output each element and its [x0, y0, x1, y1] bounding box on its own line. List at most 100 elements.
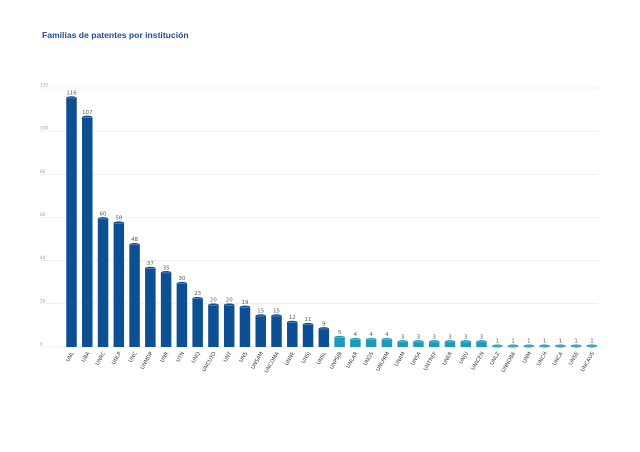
bar-cap — [82, 115, 93, 119]
bar-cap — [492, 344, 503, 348]
bar-cap — [507, 344, 519, 348]
x-tick-label: UNTREF — [423, 351, 439, 372]
data-label: 37 — [147, 261, 154, 267]
x-tick-label: UNNE — [284, 351, 297, 367]
x-tick-label: UNCH — [536, 351, 549, 367]
x-tick-label: UNLPAM — [375, 351, 391, 373]
bar — [113, 223, 125, 347]
bar — [255, 315, 266, 347]
bar — [350, 339, 361, 347]
bar — [428, 341, 440, 347]
bar — [381, 339, 393, 347]
bar — [208, 305, 219, 347]
data-label: 20 — [210, 298, 217, 304]
x-tick-label: UNCUYO — [201, 351, 217, 373]
x-tick-label: UNT — [223, 350, 234, 363]
x-tick-label: UNLAR — [345, 351, 359, 370]
data-label: 48 — [131, 237, 138, 243]
x-tick-label: UBA — [81, 351, 92, 364]
bar — [223, 305, 235, 347]
bar-cap — [66, 96, 77, 100]
bar — [365, 339, 377, 347]
x-tick-label: UTN — [175, 351, 186, 363]
data-label: 58 — [115, 216, 122, 222]
bar-cap — [192, 296, 203, 301]
bar-cap — [271, 314, 282, 318]
y-axis-ticks: 0 20 40 60 80 100 120 — [40, 83, 48, 347]
bar — [239, 307, 251, 347]
data-label: 12 — [289, 315, 296, 321]
bar-cap — [460, 340, 471, 344]
bar-cap — [239, 305, 251, 309]
x-tick-label: UNCAUS — [580, 351, 596, 373]
bar-cap — [113, 221, 125, 225]
x-axis-labels: UNL UBA UNRC UNLP UNC UNMDP UNR UTN UNQ UNCUYO UNT… — [65, 350, 596, 374]
bar-cap — [255, 314, 266, 318]
x-tick-label: UNJU — [458, 351, 470, 365]
data-label: 1 — [590, 339, 593, 345]
chart-title: Familias de patentes por institución — [42, 30, 189, 40]
data-label: 23 — [194, 291, 201, 297]
bar — [334, 337, 345, 347]
bar-cap — [145, 266, 156, 270]
bar — [97, 218, 109, 347]
bar — [287, 322, 298, 347]
data-label: 1 — [574, 339, 577, 345]
bar — [145, 268, 156, 347]
x-tick-label: UNNOBA — [501, 351, 518, 374]
bar-cap — [223, 303, 235, 307]
data-label: 4 — [369, 332, 373, 338]
bar-cap — [318, 327, 330, 331]
bar-cap — [413, 340, 424, 344]
data-label: 11 — [305, 317, 312, 323]
data-label: 3 — [448, 334, 451, 340]
bar — [318, 328, 330, 347]
bar-cap — [586, 344, 598, 348]
data-label: 15 — [273, 308, 280, 314]
bar-cap — [350, 337, 361, 342]
x-tick-label: UNICEN — [471, 351, 486, 371]
data-label: 60 — [100, 211, 107, 217]
data-label: 1 — [559, 339, 562, 345]
data-label: 9 — [322, 321, 326, 327]
data-label: 107 — [82, 110, 92, 116]
bar — [271, 315, 282, 347]
x-tick-label: UNSL — [316, 351, 328, 366]
bar — [444, 341, 456, 347]
data-label: 19 — [242, 300, 249, 306]
x-tick-label: UNSE — [568, 351, 580, 366]
bar — [460, 341, 471, 347]
data-label: 1 — [543, 339, 546, 345]
bar — [192, 298, 203, 347]
bar-cap — [570, 344, 582, 348]
bar — [66, 97, 77, 347]
bar-cap — [160, 271, 172, 275]
y-tick-label: 120 — [40, 83, 48, 88]
data-label: 3 — [480, 334, 483, 340]
bar-cap — [428, 340, 440, 344]
x-tick-label: UNM — [522, 351, 533, 365]
x-tick-label: UNSJ — [301, 351, 313, 365]
x-tick-label: UNGS — [363, 351, 376, 367]
bar — [82, 117, 93, 347]
data-label: 4 — [385, 332, 389, 338]
bar — [176, 283, 188, 347]
x-tick-label: UNCOMA — [264, 351, 281, 375]
y-tick-label: 40 — [40, 255, 46, 260]
data-label: 1 — [511, 339, 514, 345]
bar-cap — [302, 322, 314, 327]
data-label: 116 — [66, 90, 77, 96]
bar-cap — [287, 320, 298, 324]
bar — [397, 341, 408, 347]
x-tick-label: UNLP — [111, 351, 123, 366]
x-tick-label: UNRC — [95, 351, 108, 367]
bar-cap — [208, 303, 219, 307]
x-tick-label: UNER — [442, 351, 455, 367]
bar — [129, 244, 140, 347]
x-tick-label: UNAM — [394, 351, 407, 368]
bars — [66, 96, 598, 348]
x-tick-label: UNCA — [552, 351, 565, 367]
bar-cap — [444, 340, 456, 344]
x-tick-label: UNR — [160, 351, 171, 364]
